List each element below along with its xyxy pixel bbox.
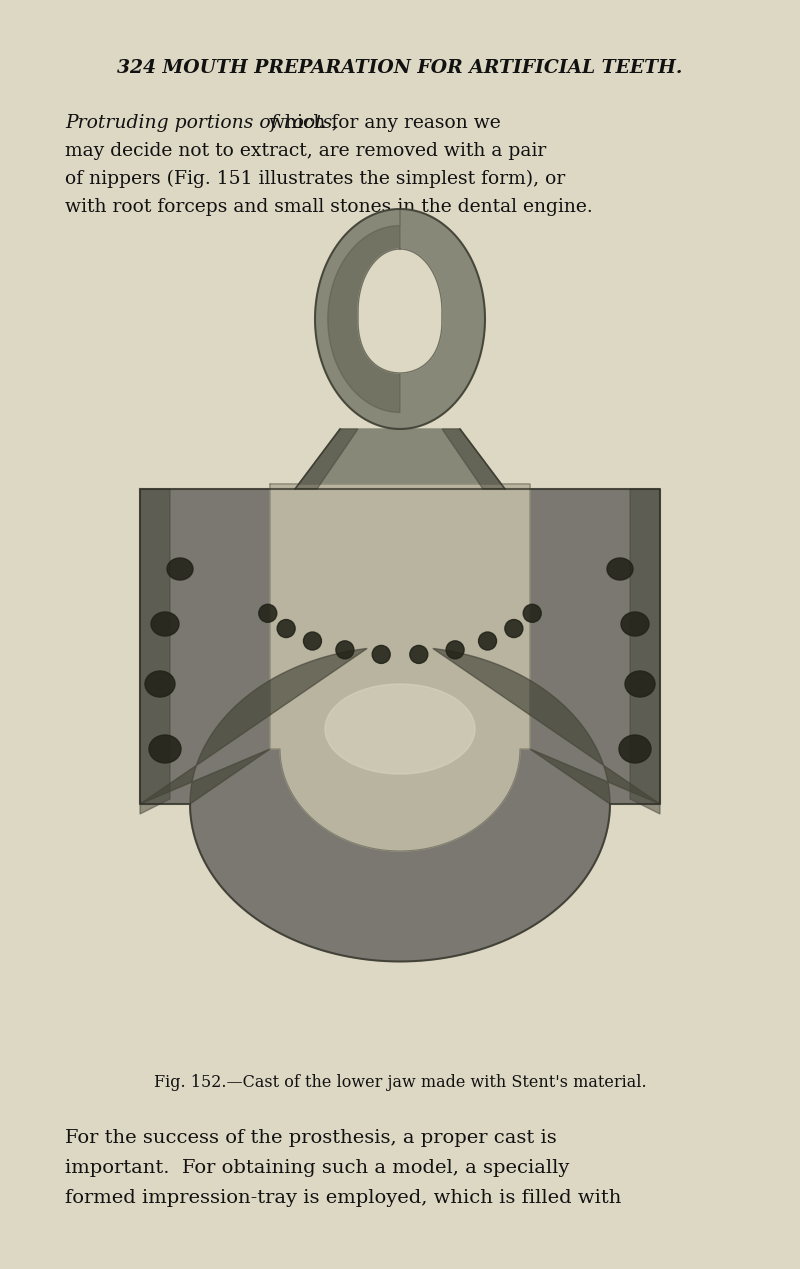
Text: with root forceps and small stones in the dental engine.: with root forceps and small stones in th… [65, 198, 593, 216]
Ellipse shape [277, 619, 295, 637]
Ellipse shape [505, 619, 523, 637]
Ellipse shape [303, 632, 322, 650]
Text: formed impression-tray is employed, which is filled with: formed impression-tray is employed, whic… [65, 1189, 622, 1207]
Ellipse shape [607, 558, 633, 580]
Polygon shape [315, 209, 485, 429]
Polygon shape [270, 483, 530, 851]
Ellipse shape [149, 735, 181, 763]
Text: of nippers (Fig. 151 illustrates the simplest form), or: of nippers (Fig. 151 illustrates the sim… [65, 170, 566, 188]
Ellipse shape [619, 735, 651, 763]
Ellipse shape [151, 612, 179, 636]
Ellipse shape [478, 632, 497, 650]
Polygon shape [325, 684, 475, 774]
Ellipse shape [523, 604, 542, 622]
Ellipse shape [167, 558, 193, 580]
Text: important.  For obtaining such a model, a specially: important. For obtaining such a model, a… [65, 1159, 570, 1178]
Polygon shape [442, 429, 505, 489]
Text: Fig. 152.—Cast of the lower jaw made with Stent's material.: Fig. 152.—Cast of the lower jaw made wit… [154, 1074, 646, 1091]
Polygon shape [140, 489, 660, 962]
Ellipse shape [625, 671, 655, 697]
Ellipse shape [336, 641, 354, 659]
Polygon shape [295, 429, 358, 489]
Ellipse shape [145, 671, 175, 697]
Text: Protruding portions of roots,: Protruding portions of roots, [65, 114, 338, 132]
Text: For the success of the prosthesis, a proper cast is: For the success of the prosthesis, a pro… [65, 1129, 557, 1147]
Ellipse shape [621, 612, 649, 636]
Text: which for any reason we: which for any reason we [263, 114, 501, 132]
Ellipse shape [410, 646, 428, 664]
Ellipse shape [446, 641, 464, 659]
Ellipse shape [372, 646, 390, 664]
Polygon shape [358, 249, 442, 373]
Polygon shape [328, 209, 400, 412]
Text: 324 MOUTH PREPARATION FOR ARTIFICIAL TEETH.: 324 MOUTH PREPARATION FOR ARTIFICIAL TEE… [118, 58, 682, 77]
Polygon shape [140, 648, 367, 805]
Polygon shape [295, 429, 505, 489]
Ellipse shape [258, 604, 277, 622]
Polygon shape [433, 648, 660, 805]
Polygon shape [140, 489, 170, 813]
Text: may decide not to extract, are removed with a pair: may decide not to extract, are removed w… [65, 142, 546, 160]
Polygon shape [630, 489, 660, 813]
